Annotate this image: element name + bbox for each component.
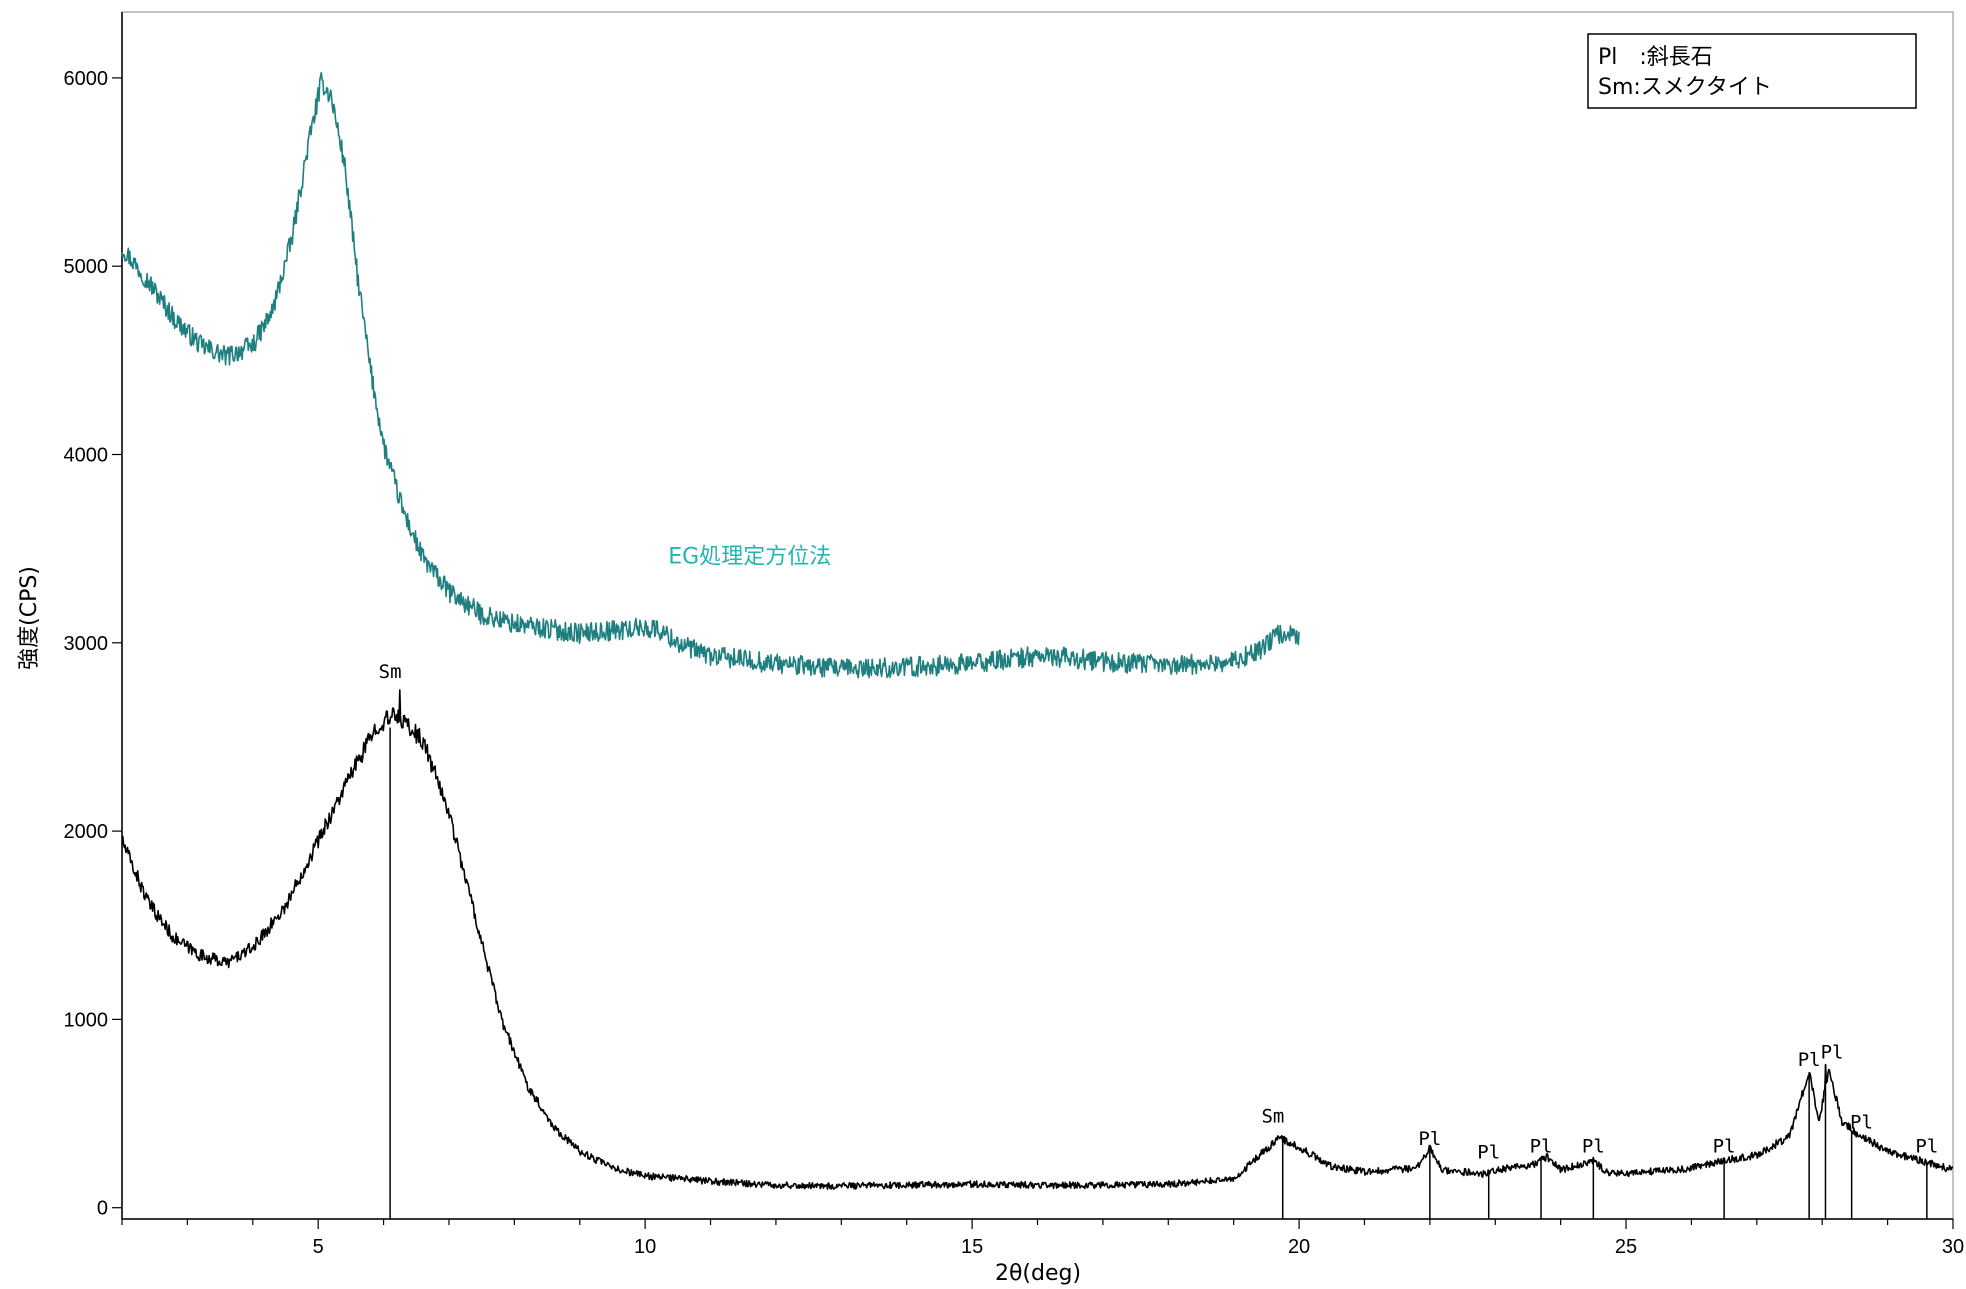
- peak-marker-label: Pl: [1582, 1136, 1605, 1158]
- peak-marker-label: Sm: [1261, 1106, 1284, 1128]
- legend-box: Pl :斜長石 Sm:スメクタイト: [1587, 33, 1917, 109]
- series-line-untreated: [121, 689, 1954, 1190]
- peak-marker-label: Pl: [1915, 1136, 1938, 1158]
- x-tick-label: 30: [1942, 1236, 1964, 1258]
- series-layer: [121, 71, 1954, 1190]
- y-axis-title: 強度(CPS): [17, 566, 42, 670]
- peak-marker-label: Pl: [1530, 1136, 1553, 1158]
- y-tick-label: 0: [97, 1198, 108, 1220]
- legend-line-sm: Sm:スメクタイト: [1598, 75, 1772, 100]
- peak-marker-label: Pl: [1477, 1141, 1500, 1163]
- peak-marker-label: Pl: [1850, 1111, 1873, 1133]
- x-tick-label: 10: [634, 1236, 656, 1258]
- peak-marker-label: Pl: [1713, 1136, 1736, 1158]
- legend-line-pl: Pl :斜長石: [1598, 45, 1713, 70]
- x-tick-label: 25: [1615, 1236, 1637, 1258]
- x-tick-label: 20: [1288, 1236, 1310, 1258]
- plot-frame: [121, 11, 1954, 1220]
- y-tick-label: 1000: [64, 1009, 109, 1031]
- y-tick-label: 6000: [64, 68, 109, 90]
- peak-marker-label: Pl: [1821, 1042, 1844, 1064]
- x-axis-title: 2θ(deg): [995, 1261, 1081, 1286]
- peak-marker-label: Pl: [1418, 1128, 1441, 1150]
- axes-layer: 5 10 15 20 25 30 0 1000 2000 3000 4000 5000 6000: [64, 12, 1964, 1258]
- series-annotation: EG処理定方位法: [668, 545, 831, 570]
- legend-frame: [1587, 33, 1917, 109]
- y-tick-label: 5000: [64, 256, 109, 278]
- y-tick-label: 4000: [64, 445, 109, 467]
- peak-marker-label: Sm: [379, 661, 402, 683]
- series-line-eg-treated: [121, 71, 1300, 679]
- peak-marker-label: Pl: [1798, 1049, 1821, 1071]
- y-tick-label: 3000: [64, 633, 109, 655]
- y-tick-label: 2000: [64, 821, 109, 843]
- x-tick-label: 15: [961, 1236, 983, 1258]
- x-tick-label: 5: [313, 1236, 324, 1258]
